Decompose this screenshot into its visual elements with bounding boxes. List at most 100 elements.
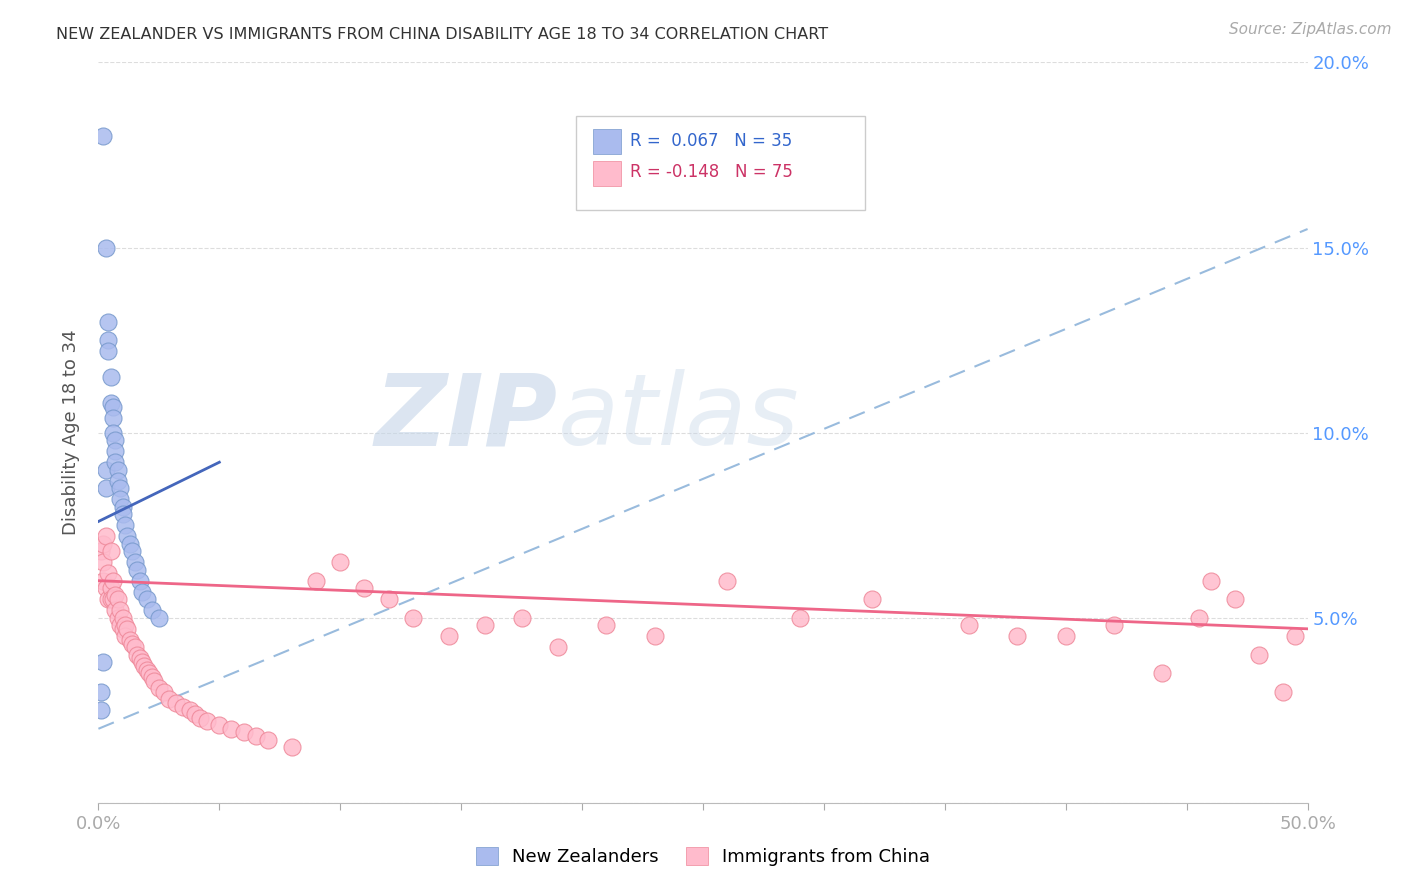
Point [135, 663, 157, 677]
Point [329, 555, 352, 569]
Y-axis label: Disability Age 18 to 34: Disability Age 18 to 34 [62, 330, 80, 535]
Point [245, 729, 267, 743]
Point [134, 658, 156, 673]
Point [1152, 666, 1174, 681]
Point [127, 563, 149, 577]
Point [121, 637, 143, 651]
Point [860, 592, 883, 607]
Point [402, 610, 425, 624]
Point [104, 589, 127, 603]
Point [107, 592, 129, 607]
Point [1249, 648, 1271, 662]
Point [97, 592, 120, 607]
Point [101, 574, 124, 588]
Text: atlas: atlas [558, 369, 800, 467]
Point [91, 655, 114, 669]
Point [108, 492, 131, 507]
Point [97, 333, 120, 347]
Point [131, 655, 153, 669]
Point [111, 622, 134, 636]
Point [101, 592, 124, 607]
Point [474, 618, 496, 632]
Point [97, 344, 120, 359]
Point [1007, 629, 1029, 643]
Point [143, 673, 166, 688]
Point [100, 544, 122, 558]
Point [97, 566, 120, 581]
Point [107, 610, 129, 624]
Point [94, 581, 117, 595]
Point [111, 500, 134, 514]
Point [184, 706, 207, 721]
Point [377, 592, 399, 607]
Point [127, 648, 149, 662]
Point [353, 581, 375, 595]
Text: R =  0.067   N = 35: R = 0.067 N = 35 [630, 132, 792, 150]
Point [595, 618, 617, 632]
Point [188, 711, 211, 725]
Point [91, 574, 114, 588]
Point [1272, 685, 1295, 699]
Point [118, 536, 141, 550]
Point [1188, 610, 1211, 624]
Point [221, 722, 243, 736]
Point [114, 629, 136, 643]
Text: ZIP: ZIP [375, 369, 558, 467]
Point [94, 240, 117, 255]
Point [1284, 629, 1306, 643]
Point [97, 314, 120, 328]
Point [131, 584, 153, 599]
Point [90, 544, 112, 558]
Point [94, 481, 117, 495]
Point [148, 681, 170, 695]
Point [232, 725, 254, 739]
Point [547, 640, 569, 655]
Point [141, 670, 163, 684]
Point [118, 632, 141, 647]
Point [141, 603, 163, 617]
Point [104, 444, 127, 458]
Point [165, 696, 187, 710]
Point [644, 629, 666, 643]
Point [138, 666, 160, 681]
Point [117, 529, 139, 543]
Point [90, 703, 112, 717]
Point [1223, 592, 1246, 607]
Point [108, 603, 131, 617]
Point [716, 574, 738, 588]
Point [121, 544, 143, 558]
Point [789, 610, 811, 624]
Point [957, 618, 980, 632]
Point [101, 400, 124, 414]
Point [152, 685, 174, 699]
Point [91, 129, 114, 144]
Point [117, 622, 139, 636]
Text: NEW ZEALANDER VS IMMIGRANTS FROM CHINA DISABILITY AGE 18 TO 34 CORRELATION CHART: NEW ZEALANDER VS IMMIGRANTS FROM CHINA D… [56, 27, 828, 42]
Point [108, 481, 131, 495]
Point [124, 640, 146, 655]
Point [100, 396, 122, 410]
Point [114, 518, 136, 533]
Point [101, 425, 124, 440]
Point [90, 685, 112, 699]
Point [104, 455, 127, 469]
Point [437, 629, 460, 643]
Point [100, 592, 122, 607]
Point [124, 555, 146, 569]
Text: Source: ZipAtlas.com: Source: ZipAtlas.com [1229, 22, 1392, 37]
Point [128, 651, 150, 665]
Point [135, 592, 157, 607]
Text: R = -0.148   N = 75: R = -0.148 N = 75 [630, 163, 793, 181]
Point [111, 610, 134, 624]
Point [195, 714, 218, 729]
Point [148, 610, 170, 624]
Point [107, 462, 129, 476]
Point [101, 410, 124, 425]
Point [91, 555, 114, 569]
Point [114, 618, 136, 632]
Point [179, 703, 201, 717]
Point [100, 581, 122, 595]
Point [104, 433, 127, 447]
Point [172, 699, 194, 714]
Point [256, 732, 278, 747]
